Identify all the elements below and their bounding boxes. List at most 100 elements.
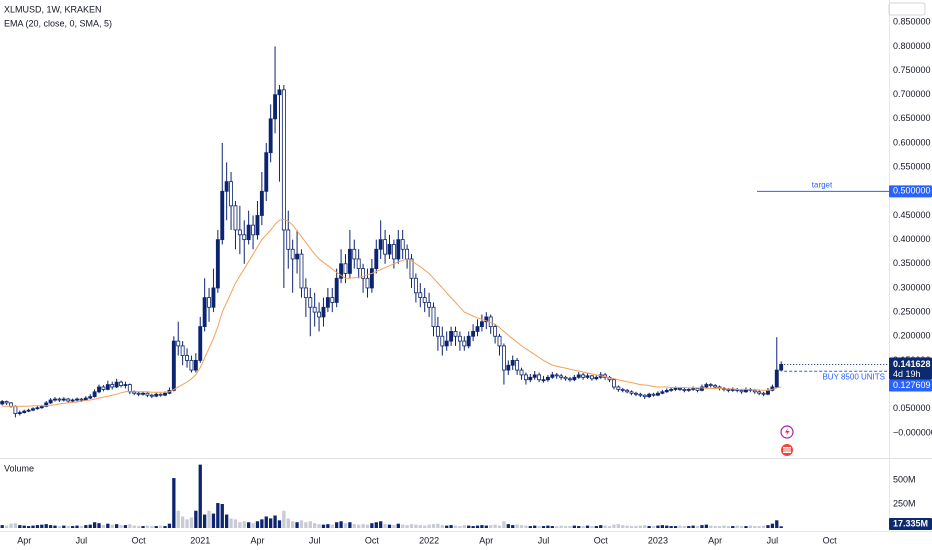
x-tick-label: Jul [76,535,88,545]
candle-body [251,224,255,236]
volume-bar [357,524,361,528]
candle-body [171,340,176,391]
volume-bar [647,526,651,528]
volume-bar [145,525,150,528]
volume-bar [669,526,673,528]
candle-body [559,375,564,378]
candle-body [57,398,62,401]
volume-bar [581,526,585,528]
candle-body [123,384,128,386]
candle-body [246,224,251,241]
order-label: 0.127609 [893,380,931,390]
volume-bar [92,522,97,528]
candle-body [572,376,577,381]
volume-bar [154,526,158,528]
candle-body [198,326,203,361]
volume-bar [330,524,334,528]
candle-body [427,302,432,308]
y-tick-label: 0.350000 [893,258,931,268]
candle-body [233,205,238,231]
volume-bar [651,526,656,528]
volume-bar [717,526,722,528]
candle-body [563,376,568,380]
candle-body [642,394,647,398]
candle-body [471,331,476,337]
candles [0,46,784,418]
volume-bar [493,524,497,528]
volume-bar [57,526,62,528]
candle-body [70,399,75,402]
volume-bar [528,526,532,528]
candle-body [101,386,106,390]
candle-body [105,384,110,390]
candle-body [114,381,119,388]
volume-bar [308,521,312,528]
volume-current-label: 17.335M [893,518,928,528]
candle-body [92,391,97,398]
y-tick-label: −0.000000 [893,427,932,437]
volume-bar [26,526,31,528]
volume-bar [114,524,119,528]
candle-body [26,409,31,412]
y-tick-label: 0.850000 [893,17,931,27]
candle-body [713,385,718,388]
candle-body [625,389,630,393]
volume-bar [97,523,101,528]
volume-bar [22,525,26,528]
candle-body [88,396,93,399]
y-tick-label: 0.550000 [893,162,931,172]
candle-body [695,388,700,391]
x-tick-label: Oct [132,535,147,545]
volume-bar [9,523,13,528]
volume-bar [700,525,704,528]
candle-body [440,335,445,347]
candle-body [479,321,484,327]
volume-bar [757,526,761,528]
candle-body [510,360,515,366]
volume-bar [132,525,136,528]
volume-bar [660,525,664,528]
x-tick-label: Jul [538,535,550,545]
candle-body [638,393,643,396]
event-icon[interactable] [781,444,793,456]
scale-button[interactable] [888,2,926,16]
alert-icon[interactable] [780,425,794,439]
candle-body [413,277,418,294]
volume-bar [180,516,185,528]
candle-body [273,94,278,120]
candle-body [730,388,735,391]
ema-line [2,218,782,407]
volume-bar [497,525,502,528]
candle-body [550,374,555,378]
candle-body [264,152,269,192]
candle-body [281,89,286,231]
y-tick-label: 0.650000 [893,113,931,123]
volume-bar [572,525,576,528]
countdown-label: 4d 19h [893,369,921,379]
candle-body [312,306,317,313]
x-tick-label: 2021 [190,535,210,545]
candle-body [4,401,9,404]
volume-bar [75,525,79,528]
y-tick-label: 0.700000 [893,89,931,99]
volume-bar [326,524,330,528]
candle-body [682,388,687,391]
volume-bar [313,523,317,528]
candle-body [660,391,665,394]
volume-bar [431,524,436,528]
volume-bar [594,526,598,528]
volume-bar [361,524,365,528]
y-tick-label: 0.400000 [893,234,931,244]
candle-body [79,398,84,401]
volume-bar [277,520,282,528]
candle-body [295,253,300,260]
volume-bar [273,515,277,528]
volume-bar [748,525,753,528]
volume-bar [453,525,458,528]
volume-bar [84,525,88,528]
volume-bar [673,526,678,528]
y-tick-label: 0.250000 [893,306,931,316]
volume-bar [779,526,783,528]
volume-bar [106,523,110,528]
candle-body [44,402,49,407]
